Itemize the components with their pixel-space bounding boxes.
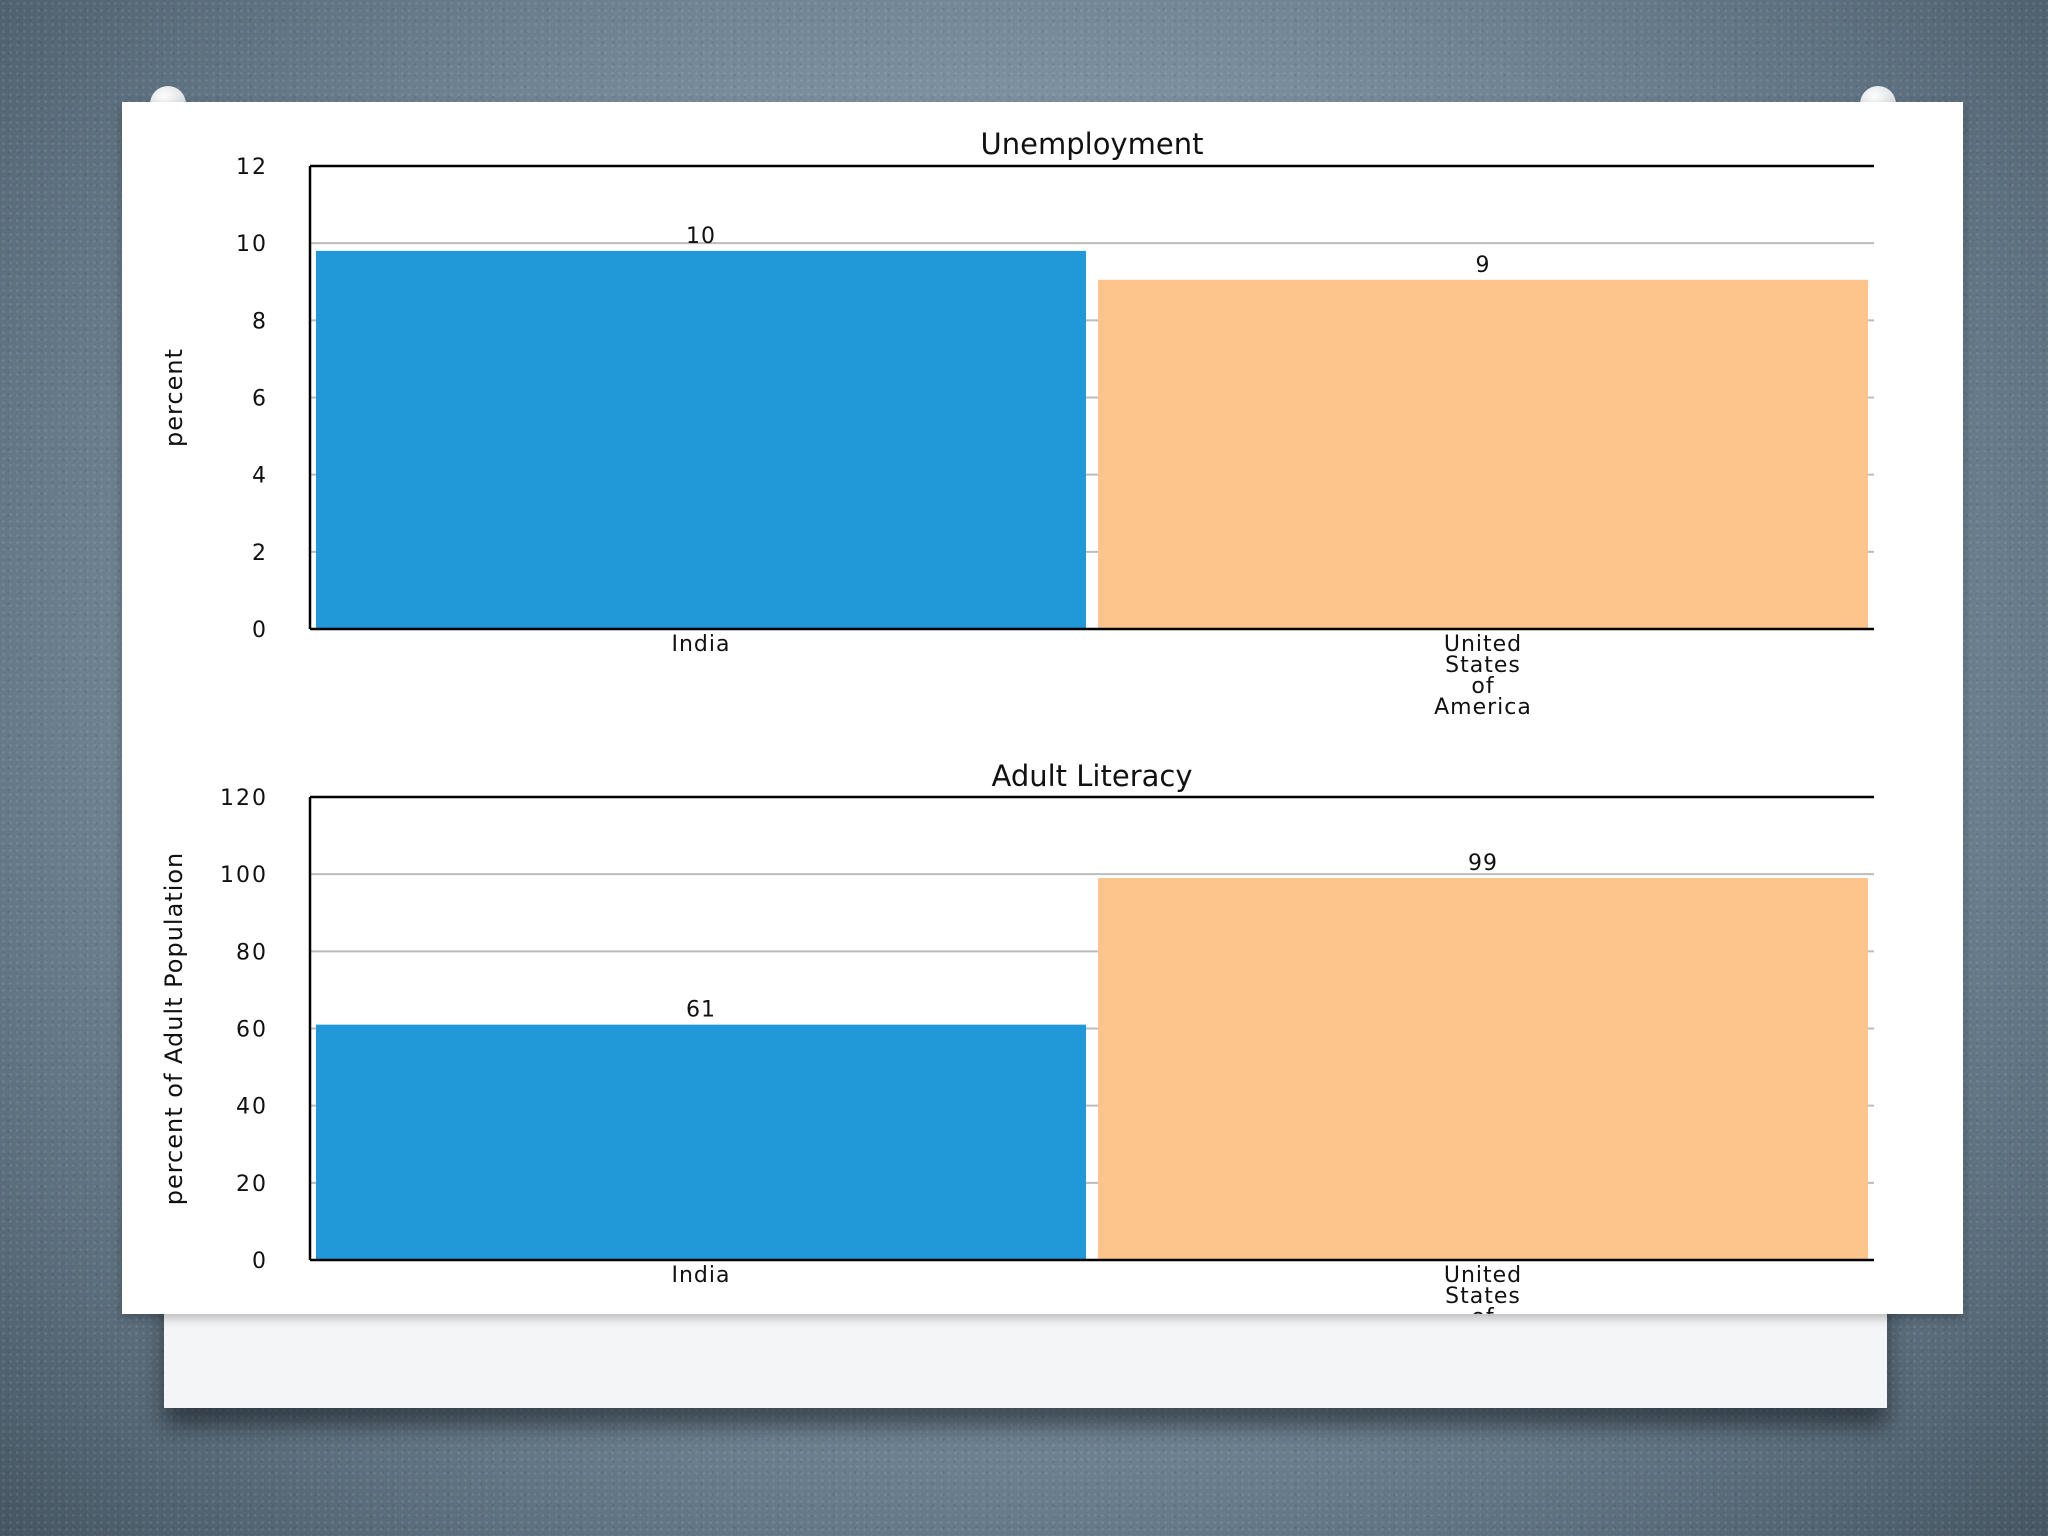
chart1-value-label-usa: 9 xyxy=(1476,253,1491,278)
chart2-y-tick-80: 80 xyxy=(236,940,268,965)
chart2-y-tick-100: 100 xyxy=(220,863,268,888)
chart2-value-label-india: 61 xyxy=(686,998,716,1023)
chart2-category-label-india: India xyxy=(672,1263,731,1288)
chart1-y-tick-0: 0 xyxy=(252,618,268,643)
chart2-title: Adult Literacy xyxy=(992,759,1193,793)
chart1-y-tick-4: 4 xyxy=(252,464,268,489)
chart1-y-tick-6: 6 xyxy=(252,387,268,412)
chart2-y-tick-40: 40 xyxy=(236,1095,268,1120)
chart2-bar-india xyxy=(316,1024,1086,1260)
chart2-category-label-usa: United States of xyxy=(1444,1263,1522,1330)
chart2-y-axis-label: percent of Adult Population xyxy=(160,852,188,1206)
chart1-y-tick-10: 10 xyxy=(236,232,268,257)
chart2-value-label-usa: 99 xyxy=(1468,851,1498,876)
chart1-category-label-usa: United States of America xyxy=(1434,632,1532,720)
chart1-y-tick-2: 2 xyxy=(252,541,268,566)
chart1-category-label-india: India xyxy=(672,632,731,657)
chart1-value-label-india: 10 xyxy=(686,224,716,249)
chart1-y-tick-12: 12 xyxy=(236,155,268,180)
chart1-bar-india xyxy=(316,250,1086,629)
chart1-bar-usa xyxy=(1098,279,1868,629)
chart2-y-tick-20: 20 xyxy=(236,1172,268,1197)
chart2-y-tick-0: 0 xyxy=(252,1249,268,1274)
chart2-y-tick-60: 60 xyxy=(236,1018,268,1043)
chart1-title: Unemployment xyxy=(981,127,1204,161)
chart2-bar-usa xyxy=(1098,878,1868,1260)
chart1-y-axis-label: percent xyxy=(160,348,188,447)
chart2-y-tick-120: 120 xyxy=(220,786,268,811)
chart1-y-tick-8: 8 xyxy=(252,309,268,334)
chart-2: 0 20 40 60 80 100 120 61 India 99 United States of Ad… xyxy=(160,759,1874,1330)
chart-1: 0 2 4 6 8 10 12 10 India 9 United States of America Un… xyxy=(160,127,1874,720)
